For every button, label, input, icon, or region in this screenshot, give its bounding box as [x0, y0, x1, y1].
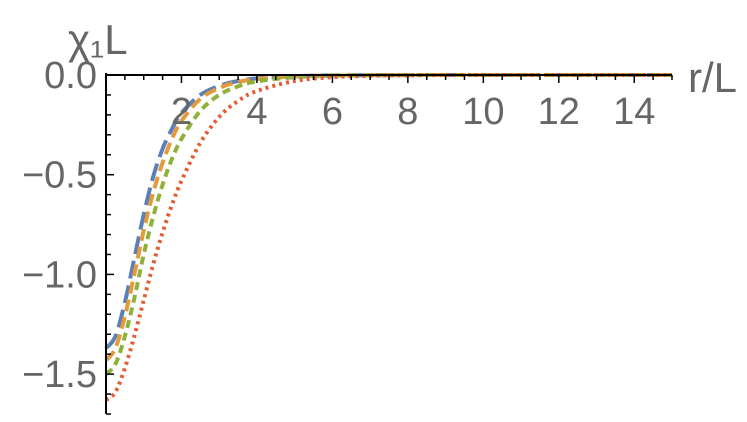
y-tick-label: −1.0 [22, 254, 97, 296]
ticks-layer [106, 75, 673, 415]
y-tick-label: −1.5 [22, 354, 97, 396]
x-tick-label: 6 [322, 91, 343, 133]
labels-layer: 2 4 6 8 10 12 14 0.0 −0.5 −1.0 −1.5 [22, 55, 655, 396]
x-tick-label: 12 [538, 91, 580, 133]
x-axis-title: r/L [688, 54, 737, 101]
series-line-1 [104, 72, 672, 350]
x-tick-label: 4 [246, 91, 267, 133]
y-tick-label: −0.5 [22, 155, 97, 197]
x-tick-label: 10 [462, 91, 504, 133]
y-tick-label: 0.0 [44, 55, 97, 97]
x-tick-label: 2 [171, 91, 192, 133]
x-tick-label: 14 [613, 91, 655, 133]
x-tick-label: 8 [397, 91, 418, 133]
y-axis-title: χ₁L [68, 16, 128, 63]
series-line-4 [104, 72, 672, 402]
